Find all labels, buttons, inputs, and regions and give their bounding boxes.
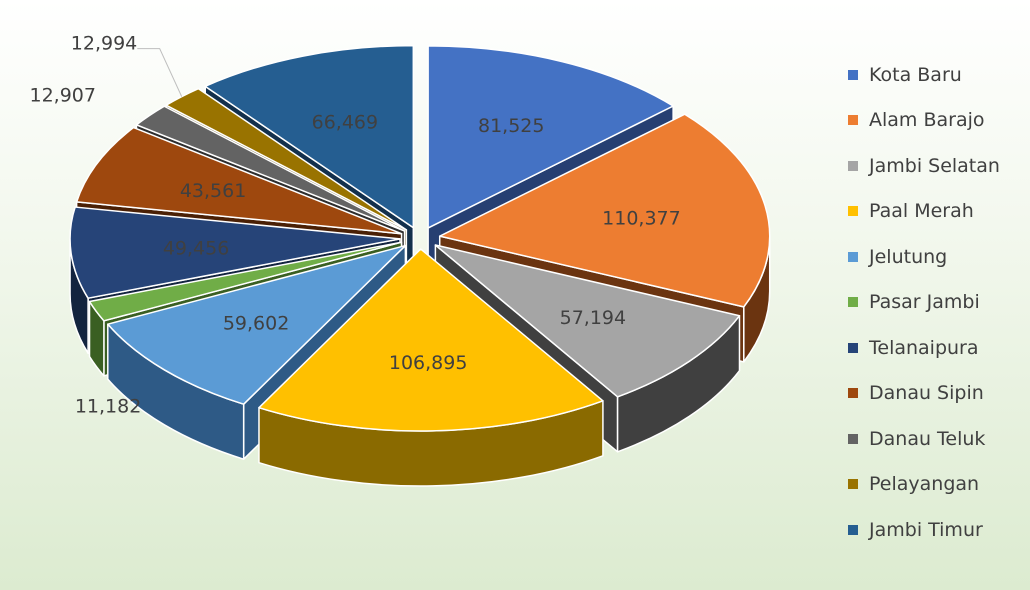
- legend-label-danau-teluk: Danau Teluk: [869, 427, 986, 450]
- legend-swatch-jambi-selatan: [848, 160, 858, 171]
- legend-item-jambi-timur: Jambi Timur: [848, 507, 1023, 553]
- data-label-telanaipura: 49,456: [163, 238, 229, 260]
- slice-top-telanaipura: [69, 206, 401, 299]
- data-labels: 81,525 110,377 57,194 106,895 59,602 11,182 49…: [29, 33, 680, 418]
- legend-label-danau-sipin: Danau Sipin: [869, 382, 984, 405]
- legend-label-telanaipura: Telanaipura: [869, 336, 979, 359]
- data-label-pelayangan: 12,994: [71, 33, 137, 55]
- slice-top-jambi-timur: [204, 44, 415, 229]
- legend-label-jelutung: Jelutung: [869, 245, 948, 268]
- legend-swatch-jambi-timur: [848, 524, 858, 535]
- legend-item-jelutung: Jelutung: [848, 234, 1023, 280]
- legend-swatch-pasar-jambi: [848, 297, 858, 308]
- legend-item-alam-barajo: Alam Barajo: [848, 98, 1023, 144]
- slice-top-jelutung: [107, 244, 407, 405]
- legend-label-pelayangan: Pelayangan: [869, 473, 980, 496]
- slice-top-kota-baru: [427, 45, 674, 229]
- chart-legend: Kota Baru Alam Barajo Jambi Selatan Paal Me…: [848, 52, 1023, 553]
- data-label-paal-merah: 106,895: [389, 352, 468, 374]
- legend-label-paal-merah: Paal Merah: [869, 200, 974, 223]
- legend-item-telanaipura: Telanaipura: [848, 325, 1023, 371]
- legend-swatch-paal-merah: [848, 206, 858, 217]
- slice-top-jambi-selatan: [434, 244, 741, 398]
- legend-item-danau-sipin: Danau Sipin: [848, 371, 1023, 417]
- legend-item-paal-merah: Paal Merah: [848, 189, 1023, 235]
- leader-line-pelayangan: [137, 48, 183, 97]
- legend-item-pasar-jambi: Pasar Jambi: [848, 280, 1023, 326]
- slice-top-paal-merah: [258, 248, 604, 432]
- legend-label-kota-baru: Kota Baru: [869, 63, 962, 86]
- data-label-kota-baru: 81,525: [478, 115, 544, 137]
- legend-label-pasar-jambi: Pasar Jambi: [869, 291, 980, 314]
- legend-item-kota-baru: Kota Baru: [848, 52, 1023, 98]
- legend-swatch-danau-sipin: [848, 388, 858, 399]
- data-label-pasar-jambi: 11,182: [75, 396, 141, 418]
- slice-paal-merah: [258, 248, 604, 487]
- legend-swatch-kota-baru: [848, 69, 858, 80]
- legend-item-danau-teluk: Danau Teluk: [848, 416, 1023, 462]
- data-label-alam-barajo: 110,377: [602, 207, 681, 229]
- slice-top-danau-sipin: [75, 126, 403, 235]
- slice-top-pasar-jambi: [88, 241, 403, 322]
- data-label-danau-teluk: 12,907: [29, 84, 95, 106]
- legend-label-alam-barajo: Alam Barajo: [869, 109, 985, 132]
- legend-item-jambi-selatan: Jambi Selatan: [848, 143, 1023, 189]
- slice-top-alam-barajo: [438, 113, 771, 308]
- legend-label-jambi-timur: Jambi Timur: [869, 518, 983, 541]
- legend-swatch-pelayangan: [848, 479, 858, 490]
- slice-top-danau-teluk: [135, 105, 406, 232]
- legend-label-jambi-selatan: Jambi Selatan: [869, 154, 1000, 177]
- data-label-danau-sipin: 43,561: [180, 180, 246, 202]
- data-label-jambi-timur: 66,469: [312, 111, 378, 133]
- legend-swatch-danau-teluk: [848, 433, 858, 444]
- slice-top-pelayangan: [165, 87, 408, 231]
- legend-swatch-telanaipura: [848, 342, 858, 353]
- legend-swatch-jelutung: [848, 251, 858, 262]
- data-label-jambi-selatan: 57,194: [560, 307, 626, 329]
- data-label-jelutung: 59,602: [223, 313, 289, 335]
- legend-swatch-alam-barajo: [848, 115, 858, 126]
- legend-item-pelayangan: Pelayangan: [848, 462, 1023, 508]
